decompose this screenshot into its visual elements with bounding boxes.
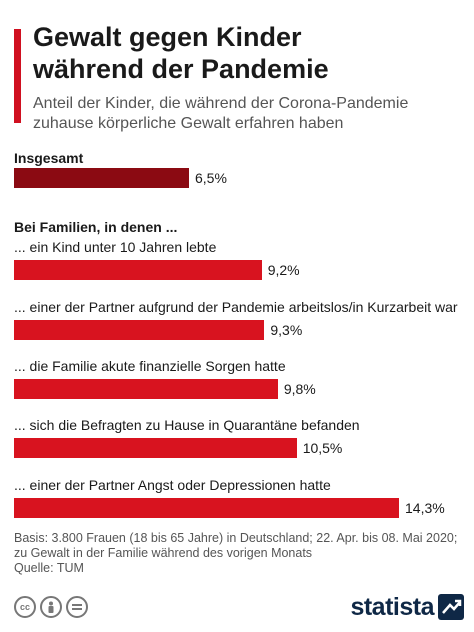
title-line-1: Gewalt gegen Kinder [33,22,302,52]
category-label: ... einer der Partner aufgrund der Pande… [14,299,458,315]
bar-value-label: 9,2% [267,262,300,278]
chart-title: Gewalt gegen Kinder während der Pandemie [33,21,463,85]
category-label: ... einer der Partner Angst oder Depress… [14,477,331,493]
person-icon[interactable] [40,596,62,618]
category-label: ... die Familie akute finanzielle Sorgen… [14,358,286,374]
bar [14,320,265,340]
source-line-3: Quelle: TUM [14,561,84,575]
logo-text: statista [350,592,434,621]
section-label-families: Bei Familien, in denen ... [14,219,178,235]
subtitle-line-1: Anteil der Kinder, die während der Coron… [33,95,409,112]
bar-value-label: 9,8% [283,381,316,397]
section-label-overall: Insgesamt [14,150,84,166]
category-label: ... ein Kind unter 10 Jahren lebte [14,239,217,255]
bar [14,498,399,518]
chart-subtitle: Anteil der Kinder, die während der Coron… [33,94,463,134]
source-note: Basis: 3.800 Frauen (18 bis 65 Jahre) in… [14,531,464,576]
bar [14,260,262,280]
license-icons[interactable]: cc [14,596,88,618]
bar-value-label: 9,3% [270,322,303,338]
bar [14,438,297,458]
cc-icon[interactable]: cc [14,596,36,618]
statista-logo[interactable]: statista [350,592,464,622]
bar-overall [14,168,189,188]
bar-value-label: 10,5% [302,440,343,456]
bar [14,379,278,399]
source-line-1: Basis: 3.800 Frauen (18 bis 65 Jahre) in… [14,531,458,545]
accent-bar [14,29,21,123]
category-label: ... sich die Befragten zu Hause in Quara… [14,417,360,433]
logo-mark-icon [438,594,464,620]
source-line-2: zu Gewalt in der Familie während des vor… [14,546,313,560]
bar-value-label: 14,3% [405,500,445,516]
equals-icon[interactable] [66,596,88,618]
bar-value-overall: 6,5% [195,170,227,186]
title-line-2: während der Pandemie [33,54,329,84]
subtitle-line-2: zuhause körperliche Gewalt erfahren habe… [33,115,344,132]
